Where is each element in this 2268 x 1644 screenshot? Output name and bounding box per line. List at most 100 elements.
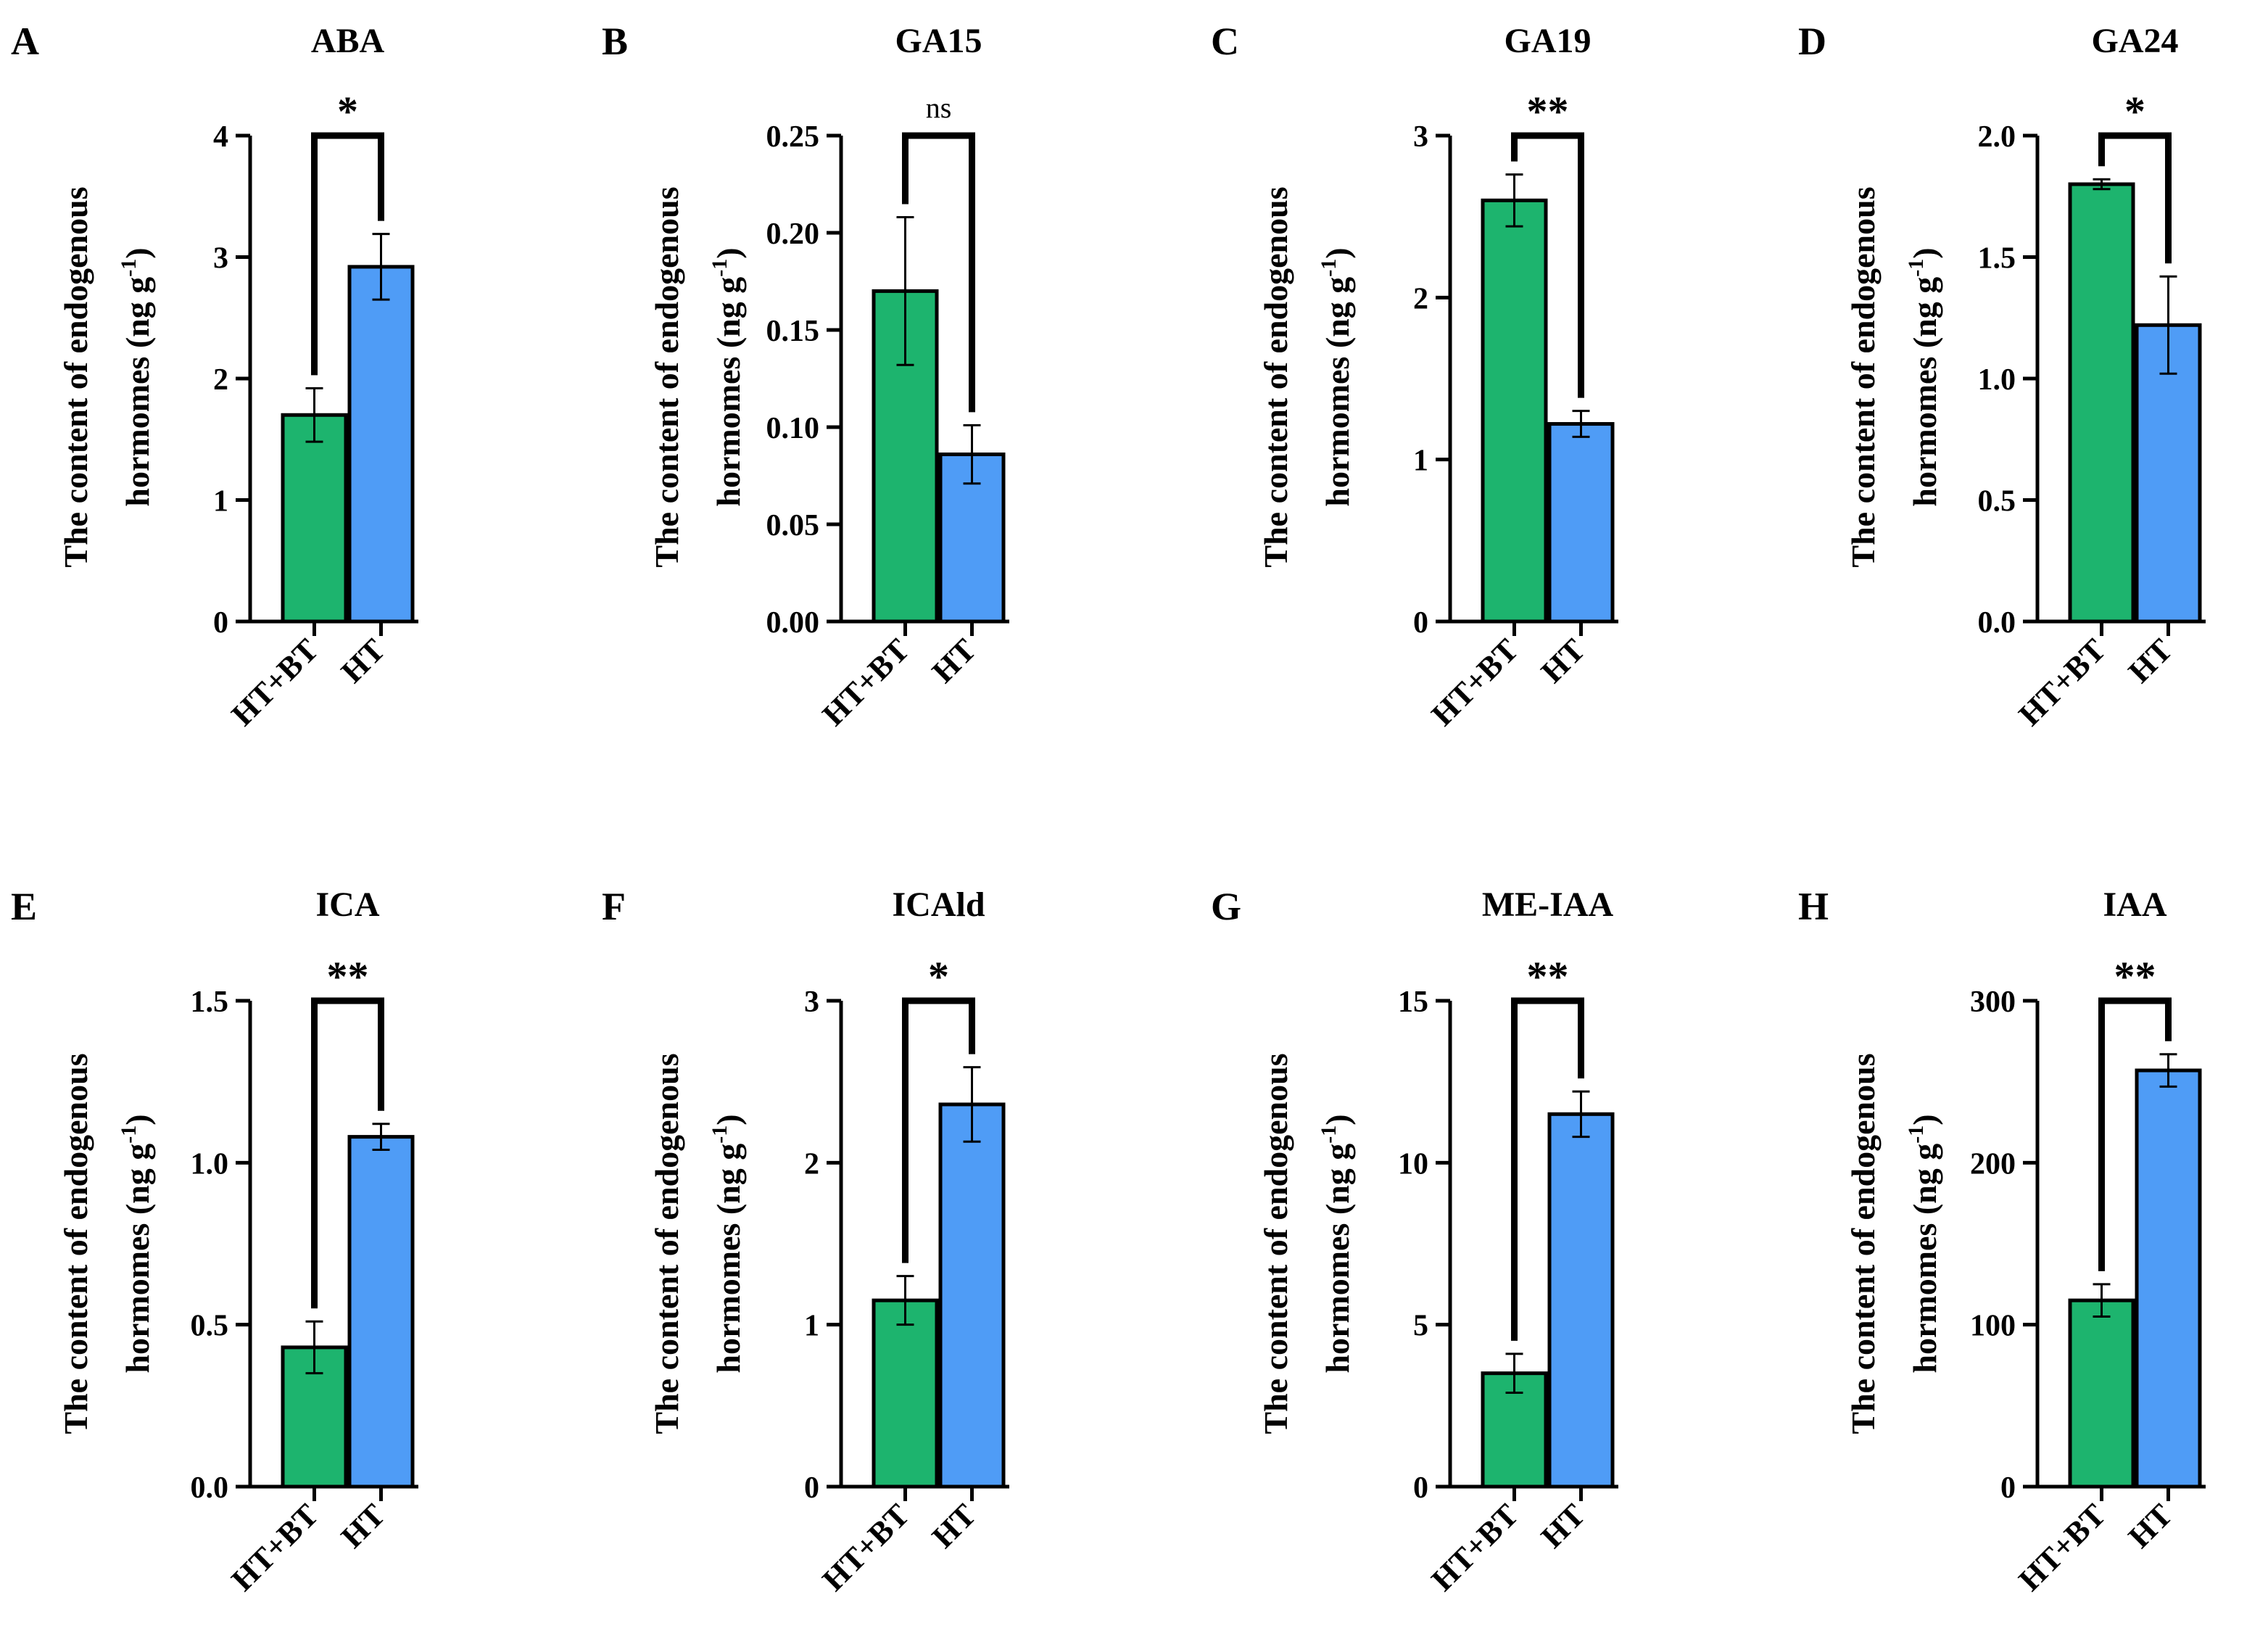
panel-f: F ICAld The content of endogenous hormomes … [602,885,1009,1598]
y-axis-label-close: ) [1906,1114,1943,1125]
y-axis-label-line2: hormomes (ng g-1) [1904,247,1943,506]
y-axis-label-line2: hormomes (ng g-1) [117,1114,156,1373]
y-tick-label: 0.05 [766,509,820,542]
significance-label: ** [1527,953,1569,1000]
y-axis-label-sup: -1 [1904,1125,1928,1144]
panel-letter: A [11,20,39,63]
y-tick-label: 2.0 [1978,120,2016,154]
y-axis-label-main: hormomes (ng g [1319,277,1356,507]
bar-ht-bt [2068,182,2135,624]
y-axis-label-main: hormomes (ng g [710,277,747,507]
panel-d: D GA24 The content of endogenous hormomes (… [1798,20,2206,732]
x-tick-label: HT+BT [225,1497,326,1598]
y-axis-label-sup: -1 [708,1125,732,1144]
y-tick-label: 0.00 [766,606,820,640]
y-axis-label-line1: The content of endogenous [648,186,685,567]
significance-bracket [311,997,384,1309]
y-tick-label: 15 [1398,986,1428,1019]
panel-letter: D [1798,20,1826,63]
panel-letter: G [1211,885,1241,928]
y-axis-label-sup: -1 [1317,1125,1341,1144]
bar-ht [1547,422,1615,624]
y-axis-label-sup: -1 [1904,259,1928,277]
y-tick-label: 1.0 [191,1147,229,1181]
y-tick-label: 2 [213,363,228,397]
y-axis-label-sup: -1 [117,259,141,277]
y-axis-label-main: hormomes (ng g [710,1144,747,1374]
y-tick-label: 0.0 [1978,606,2016,640]
y-axis-label-close: ) [119,247,156,258]
y-axis-label-main: hormomes (ng g [1906,1144,1943,1374]
y-axis-label-close: ) [1319,1114,1356,1125]
y-axis-label-line1: The content of endogenous [1845,186,1882,567]
y-axis-label-main: hormomes (ng g [119,277,156,507]
bar-ht-bt [2068,1298,2135,1489]
x-tick-label: HT+BT [2012,632,2113,732]
bar-ht-bt [281,413,348,624]
y-tick-label: 1 [213,485,228,519]
y-tick-label: 0.0 [191,1471,229,1505]
y-tick-label: 2 [804,1147,819,1181]
y-axis-label-sup: -1 [117,1125,141,1144]
panel-letter: F [602,885,626,928]
panel-letter: B [602,20,628,63]
significance-label: * [2124,88,2145,135]
y-axis-label-close: ) [710,1114,747,1125]
y-axis-label-line2: hormomes (ng g-1) [1317,247,1356,506]
significance-bracket [2098,997,2172,1271]
y-tick-label: 1 [1413,445,1428,478]
significance-label: * [928,953,949,1000]
chart-title: GA19 [1505,22,1592,60]
y-axis-label-main: hormomes (ng g [1906,277,1943,507]
y-axis-label-line2: hormomes (ng g-1) [708,247,747,506]
panel-a: A ABA The content of endogenous hormomes (n… [11,20,418,732]
panel-letter: E [11,885,37,928]
significance-label: * [337,88,358,135]
y-tick-label: 1.5 [1978,242,2016,276]
bar-ht [1547,1112,1615,1489]
y-tick-label: 0.10 [766,412,820,445]
y-tick-label: 200 [1970,1147,2016,1181]
y-tick-label: 0.5 [191,1310,229,1343]
significance-bracket [2098,132,2172,264]
chart-title: ME-IAA [1482,885,1614,924]
bar-ht [347,1135,415,1489]
y-tick-label: 1 [804,1310,819,1343]
y-axis-label-close: ) [1906,247,1943,258]
y-axis-label-line1: The content of endogenous [648,1053,685,1434]
panel-b: B GA15 The content of endogenous hormomes (… [602,20,1009,732]
panel-h: H IAA The content of endogenous hormomes (n… [1798,885,2206,1598]
x-tick-label: HT [334,632,392,690]
bar-ht [2135,1068,2202,1489]
panel-e: E ICA The content of endogenous hormomes (n… [11,885,418,1598]
y-tick-label: 5 [1413,1310,1428,1343]
x-tick-label: HT [2122,1497,2180,1555]
y-axis-label-close: ) [119,1114,156,1125]
x-tick-label: HT+BT [1425,1497,1526,1598]
y-axis-label-line1: The content of endogenous [57,186,94,567]
y-axis-label-sup: -1 [1317,259,1341,277]
bar-ht [347,265,415,624]
significance-label: ** [1527,88,1569,135]
y-axis-label-close: ) [710,247,747,258]
y-axis-label-line2: hormomes (ng g-1) [1317,1114,1356,1373]
chart-title: ICAld [892,885,985,924]
significance-label: ns [926,91,952,124]
x-tick-label: HT [1534,632,1592,690]
y-tick-label: 0.25 [766,120,820,154]
chart-title: ABA [311,22,385,60]
y-axis-label-sup: -1 [708,259,732,277]
y-tick-label: 1.0 [1978,363,2016,397]
y-axis-label-line2: hormomes (ng g-1) [708,1114,747,1373]
significance-bracket [902,132,975,413]
panel-c: C GA19 The content of endogenous hormomes (… [1211,20,1618,732]
y-tick-label: 0.20 [766,218,820,251]
significance-bracket [1511,132,1584,398]
y-axis-label-line1: The content of endogenous [1845,1053,1882,1434]
panel-g: G ME-IAA The content of endogenous hormomes… [1211,885,1618,1598]
significance-label: ** [2114,953,2156,1000]
y-axis-label-line2: hormomes (ng g-1) [117,247,156,506]
y-tick-label: 0 [1413,606,1428,640]
significance-bracket [902,997,975,1263]
significance-bracket [311,132,384,376]
